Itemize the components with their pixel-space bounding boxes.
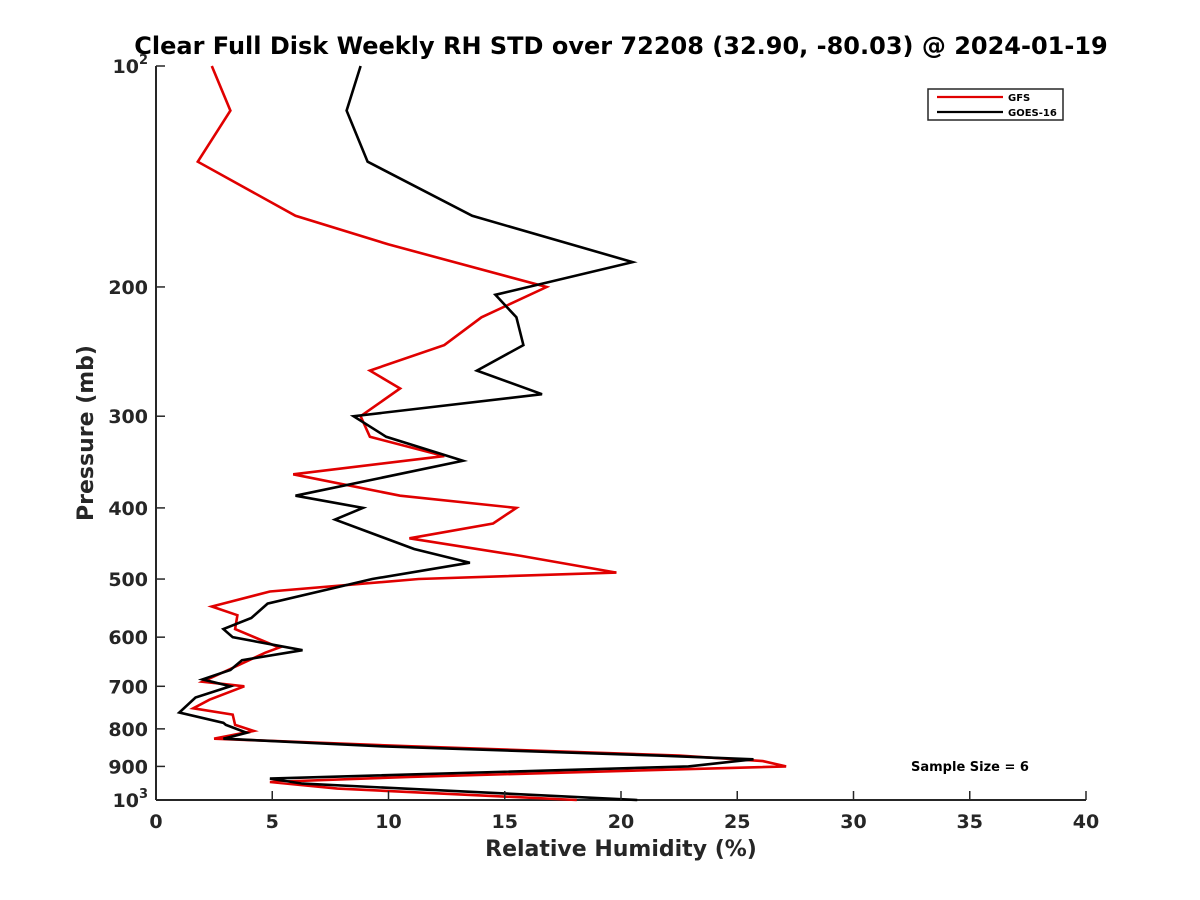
y-tick-label: 103 bbox=[113, 787, 149, 812]
y-tick-label: 200 bbox=[108, 277, 148, 299]
y-tick-label: 102 bbox=[113, 53, 149, 78]
x-tick-label: 20 bbox=[608, 811, 634, 833]
y-tick-label: 500 bbox=[108, 569, 148, 591]
series-layer bbox=[176, 65, 787, 802]
series-line-gfs bbox=[189, 65, 787, 802]
y-tick-exponent: 2 bbox=[139, 53, 148, 68]
y-tick-label: 600 bbox=[108, 627, 148, 649]
chart-title: Clear Full Disk Weekly RH STD over 72208… bbox=[134, 32, 1107, 60]
y-tick-base: 10 bbox=[113, 790, 139, 812]
series-line-goes-16 bbox=[176, 65, 754, 802]
y-tick-label: 400 bbox=[108, 498, 148, 520]
x-tick-label: 35 bbox=[957, 811, 983, 833]
y-axis-label: Pressure (mb) bbox=[74, 345, 99, 521]
x-axis-label: Relative Humidity (%) bbox=[485, 837, 757, 862]
legend-label-goes-16: GOES-16 bbox=[1008, 108, 1057, 119]
x-tick-label: 5 bbox=[266, 811, 279, 833]
y-tick-label: 700 bbox=[108, 676, 148, 698]
x-ticks: 0 5 10 15 20 25 30 35 40 bbox=[149, 791, 1099, 833]
y-tick-exponent: 3 bbox=[139, 787, 148, 802]
x-tick-label: 40 bbox=[1073, 811, 1099, 833]
y-tick-label: 900 bbox=[108, 756, 148, 778]
x-tick-label: 30 bbox=[840, 811, 866, 833]
y-tick-label: 300 bbox=[108, 406, 148, 428]
y-tick-label: 800 bbox=[108, 719, 148, 741]
plot-axes bbox=[155, 66, 1086, 801]
sample-size-annotation: Sample Size = 6 bbox=[911, 760, 1029, 775]
legend: GFS GOES-16 bbox=[927, 88, 1064, 121]
legend-label-gfs: GFS bbox=[1008, 93, 1030, 104]
y-tick-base: 10 bbox=[113, 56, 139, 78]
x-tick-label: 10 bbox=[375, 811, 401, 833]
x-tick-label: 15 bbox=[492, 811, 518, 833]
x-tick-label: 0 bbox=[149, 811, 162, 833]
x-tick-label: 25 bbox=[724, 811, 750, 833]
legend-box bbox=[927, 88, 1064, 121]
